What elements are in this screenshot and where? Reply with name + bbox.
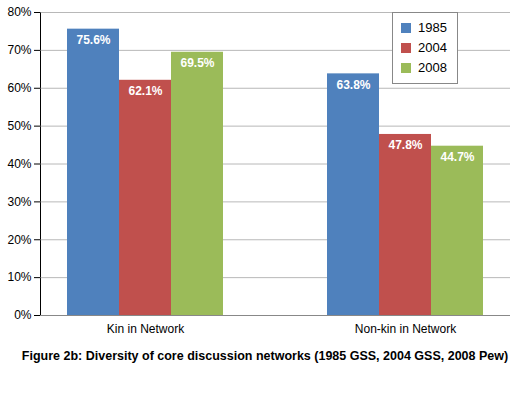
svg-text:40%: 40% bbox=[7, 157, 31, 171]
svg-text:62.1%: 62.1% bbox=[128, 84, 162, 98]
svg-text:50%: 50% bbox=[7, 119, 31, 133]
svg-text:Non-kin in Network: Non-kin in Network bbox=[355, 322, 457, 336]
svg-text:63.8%: 63.8% bbox=[336, 78, 370, 92]
svg-text:69.5%: 69.5% bbox=[180, 56, 214, 70]
svg-text:30%: 30% bbox=[7, 195, 31, 209]
html-text:2004: 2004 bbox=[418, 40, 447, 55]
html-text:1985: 1985 bbox=[418, 20, 447, 35]
svg-text:Kin in Network: Kin in Network bbox=[107, 322, 185, 336]
svg-text:44.7%: 44.7% bbox=[440, 150, 474, 164]
svg-text:0%: 0% bbox=[14, 308, 32, 322]
svg-text:10%: 10% bbox=[7, 270, 31, 284]
html-text:2008: 2008 bbox=[418, 60, 447, 75]
svg-text:20%: 20% bbox=[7, 233, 31, 247]
svg-text:60%: 60% bbox=[7, 81, 31, 95]
html-text:Figure 2b: Diversity of core d: Figure 2b: Diversity of core discussion … bbox=[21, 349, 509, 363]
svg-text:47.8%: 47.8% bbox=[388, 138, 422, 152]
svg-text:80%: 80% bbox=[7, 5, 31, 19]
svg-text:70%: 70% bbox=[7, 43, 31, 57]
svg-text:75.6%: 75.6% bbox=[76, 33, 110, 47]
